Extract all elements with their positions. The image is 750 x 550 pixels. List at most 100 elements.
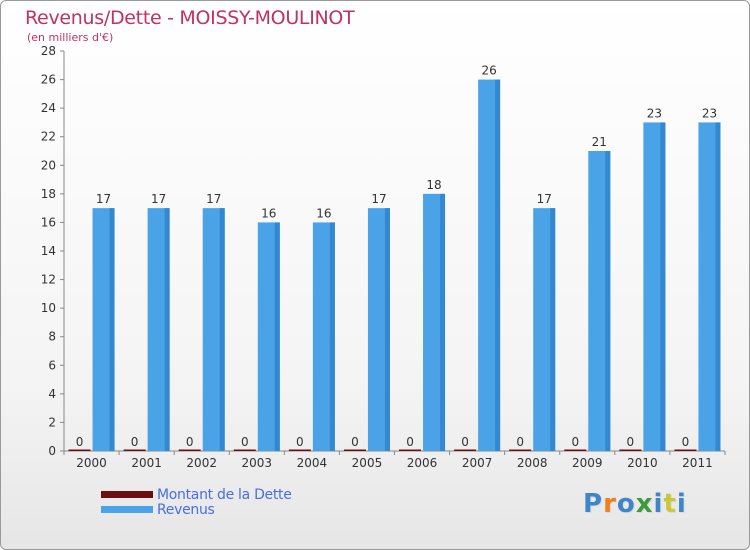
x-tick-label: 2001 <box>131 456 162 470</box>
chart-subtitle: (en milliers d'€) <box>27 31 114 44</box>
y-tick-label: 0 <box>48 444 56 458</box>
revenus-data-label: 16 <box>261 206 276 220</box>
legend-label-dette: Montant de la Dette <box>157 486 292 503</box>
x-tick-label: 2010 <box>627 456 658 470</box>
dette-data-label: 0 <box>682 435 690 449</box>
y-tick-label: 28 <box>41 44 56 58</box>
y-tick-label: 12 <box>41 273 56 287</box>
revenus-bar <box>698 122 721 451</box>
revenus-bar <box>367 208 390 451</box>
x-tick-label: 2005 <box>352 456 383 470</box>
legend: Montant de la Dette Revenus <box>101 486 292 518</box>
revenus-bar <box>92 208 115 451</box>
x-tick-label: 2009 <box>572 456 603 470</box>
dette-bar <box>509 449 532 451</box>
legend-item-revenus: Revenus <box>101 501 292 518</box>
revenus-data-label: 17 <box>371 192 386 206</box>
y-tick-label: 14 <box>41 244 56 258</box>
revenus-bar-shade <box>715 122 721 451</box>
x-tick-label: 2007 <box>462 456 493 470</box>
dette-bar <box>619 449 642 451</box>
legend-item-dette: Montant de la Dette <box>101 486 292 503</box>
dette-bar <box>288 449 311 451</box>
logo-letter: r <box>603 489 617 519</box>
dette-data-label: 0 <box>296 435 304 449</box>
revenus-bar-shade <box>605 151 611 451</box>
y-tick-label: 24 <box>41 101 56 115</box>
dette-bar <box>178 449 201 451</box>
revenus-bar <box>423 193 446 451</box>
dette-data-label: 0 <box>241 435 249 449</box>
y-tick-label: 10 <box>41 301 56 315</box>
revenus-bar <box>588 151 611 451</box>
revenus-data-label: 21 <box>592 135 607 149</box>
revenus-bar-shade <box>274 222 280 451</box>
revenus-bar <box>478 79 501 452</box>
logo-letter: P <box>583 489 604 519</box>
y-tick-label: 20 <box>41 158 56 172</box>
logo-letter: o <box>616 489 636 519</box>
revenus-data-label: 17 <box>537 192 552 206</box>
dette-data-label: 0 <box>76 435 84 449</box>
y-tick-label: 4 <box>48 387 56 401</box>
dette-data-label: 0 <box>516 435 524 449</box>
dette-data-label: 0 <box>406 435 414 449</box>
chart-title: Revenus/Dette - MOISSY-MOULINOT <box>25 7 355 29</box>
x-tick-label: 2000 <box>76 456 107 470</box>
revenus-bar <box>312 222 335 451</box>
proxiti-logo: Proxiti <box>583 489 687 519</box>
x-tick-label: 2011 <box>682 456 713 470</box>
dette-data-label: 0 <box>131 435 139 449</box>
revenus-bar <box>147 208 170 451</box>
revenus-bar-shade <box>329 222 335 451</box>
y-tick-label: 18 <box>41 187 56 201</box>
revenus-bar-shade <box>495 79 501 452</box>
dette-bar <box>399 449 422 451</box>
dette-bar <box>343 449 366 451</box>
legend-swatch-dette <box>101 491 153 498</box>
revenus-data-label: 23 <box>702 106 717 120</box>
y-tick-label: 8 <box>48 330 56 344</box>
dette-bar <box>454 449 477 451</box>
revenus-data-label: 17 <box>96 192 111 206</box>
dette-data-label: 0 <box>627 435 635 449</box>
revenus-data-label: 17 <box>151 192 166 206</box>
revenus-bar-shade <box>164 208 170 451</box>
revenus-bar-shade <box>384 208 390 451</box>
dette-bar <box>564 449 587 451</box>
revenus-data-label: 17 <box>206 192 221 206</box>
revenus-data-label: 26 <box>481 64 496 78</box>
revenus-data-label: 16 <box>316 206 331 220</box>
x-tick-label: 2006 <box>407 456 438 470</box>
dette-data-label: 0 <box>186 435 194 449</box>
dette-bar <box>233 449 256 451</box>
revenus-data-label: 18 <box>426 178 441 192</box>
x-tick-label: 2003 <box>242 456 273 470</box>
revenus-bar <box>257 222 280 451</box>
revenus-bar-shade <box>219 208 225 451</box>
revenus-bar <box>202 208 225 451</box>
revenus-bar <box>533 208 556 451</box>
legend-label-revenus: Revenus <box>157 501 215 518</box>
dette-data-label: 0 <box>351 435 359 449</box>
x-tick-label: 2004 <box>297 456 328 470</box>
dette-bar <box>123 449 146 451</box>
y-tick-label: 22 <box>41 130 56 144</box>
y-tick-label: 26 <box>41 73 56 87</box>
logo-letter: x <box>635 489 654 519</box>
x-tick-label: 2002 <box>186 456 217 470</box>
x-tick-label: 2008 <box>517 456 548 470</box>
y-tick-label: 2 <box>48 415 56 429</box>
dette-bar <box>674 449 697 451</box>
dette-bar <box>68 449 91 451</box>
logo-letter: t <box>663 489 677 519</box>
revenus-bar-shade <box>550 208 556 451</box>
revenus-data-label: 23 <box>647 106 662 120</box>
dette-data-label: 0 <box>571 435 579 449</box>
legend-swatch-revenus <box>101 506 153 513</box>
dette-data-label: 0 <box>461 435 469 449</box>
revenus-bar <box>643 122 666 451</box>
revenus-bar-shade <box>440 193 446 451</box>
